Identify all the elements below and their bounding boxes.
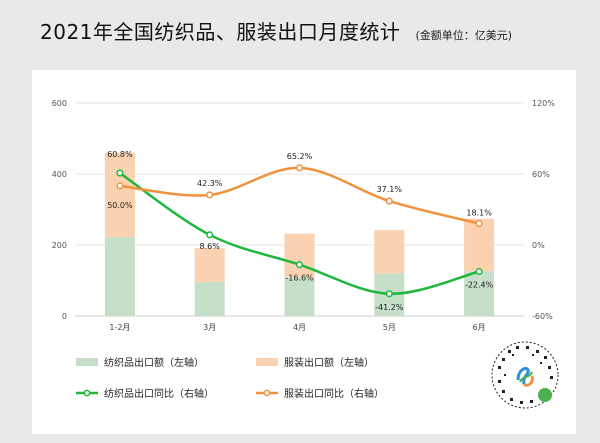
y-left-tick-label: 400 — [52, 170, 67, 179]
x-tick-label: 6月 — [473, 323, 486, 332]
bar-garment — [374, 230, 405, 274]
legend-swatch — [256, 358, 278, 366]
x-tick-label: 5月 — [383, 323, 396, 332]
y-right-tick-label: 0% — [532, 241, 545, 250]
legend-swatch — [76, 358, 98, 366]
y-right-tick-label: -60% — [532, 312, 553, 321]
chart-title-block: 2021年全国纺织品、服装出口月度统计 (金额单位：亿美元) — [40, 16, 512, 45]
textile-yoy-data-label: -41.2% — [375, 303, 404, 312]
bar-textile — [284, 277, 315, 316]
garment-yoy-data-label: 65.2% — [287, 152, 313, 161]
chart-title: 2021年全国纺织品、服装出口月度统计 — [40, 20, 401, 44]
x-tick-label: 1-2月 — [109, 323, 130, 332]
x-tick-label: 3月 — [203, 323, 216, 332]
textile-yoy-point — [295, 261, 304, 269]
y-left-tick-label: 0 — [62, 312, 67, 321]
bar-garment — [284, 233, 315, 278]
textile-yoy-point — [116, 169, 124, 177]
garment-yoy-data-label: 50.0% — [107, 201, 133, 210]
y-right-tick-label: 60% — [532, 170, 550, 179]
bar-textile — [104, 237, 135, 316]
bar-garment — [194, 248, 225, 282]
textile-yoy-data-label: -22.4% — [465, 281, 494, 290]
textile-yoy-data-label: 60.8% — [107, 150, 133, 159]
legend-marker — [263, 389, 271, 397]
garment-yoy-point — [475, 220, 483, 228]
garment-yoy-data-label: 18.1% — [466, 209, 492, 218]
legend-label: 服装出口额（左轴） — [284, 356, 374, 369]
bar-garment — [104, 152, 135, 238]
garment-yoy-data-label: 42.3% — [197, 179, 223, 188]
garment-yoy-data-label: 37.1% — [377, 185, 403, 194]
legend-label: 服装出口同比（右轴） — [284, 387, 384, 400]
qr-code-icon — [491, 341, 559, 409]
bar-garment — [464, 218, 495, 272]
garment-yoy-line — [119, 166, 480, 225]
y-right-tick-label: 120% — [532, 99, 555, 108]
textile-yoy-data-label: 8.6% — [200, 242, 221, 251]
bar-textile — [194, 281, 225, 316]
textile-yoy-point — [475, 267, 483, 276]
garment-yoy-point — [116, 182, 124, 190]
legend-marker — [83, 389, 91, 397]
garment-yoy-point — [206, 191, 214, 199]
bar-textile — [464, 271, 495, 316]
textile-yoy-data-label: -16.6% — [285, 274, 314, 283]
legend-label: 纺织品出口额（左轴） — [104, 356, 204, 369]
legend-label: 纺织品出口同比（右轴） — [104, 387, 214, 400]
textile-yoy-point — [385, 290, 393, 298]
textile-yoy-point — [206, 231, 214, 239]
y-left-tick-label: 600 — [52, 99, 67, 108]
y-left-tick-label: 200 — [52, 241, 67, 250]
unit-note: (金额单位：亿美元) — [415, 29, 513, 42]
x-tick-label: 4月 — [293, 323, 306, 332]
garment-yoy-point — [295, 164, 304, 172]
garment-yoy-point — [385, 197, 393, 205]
